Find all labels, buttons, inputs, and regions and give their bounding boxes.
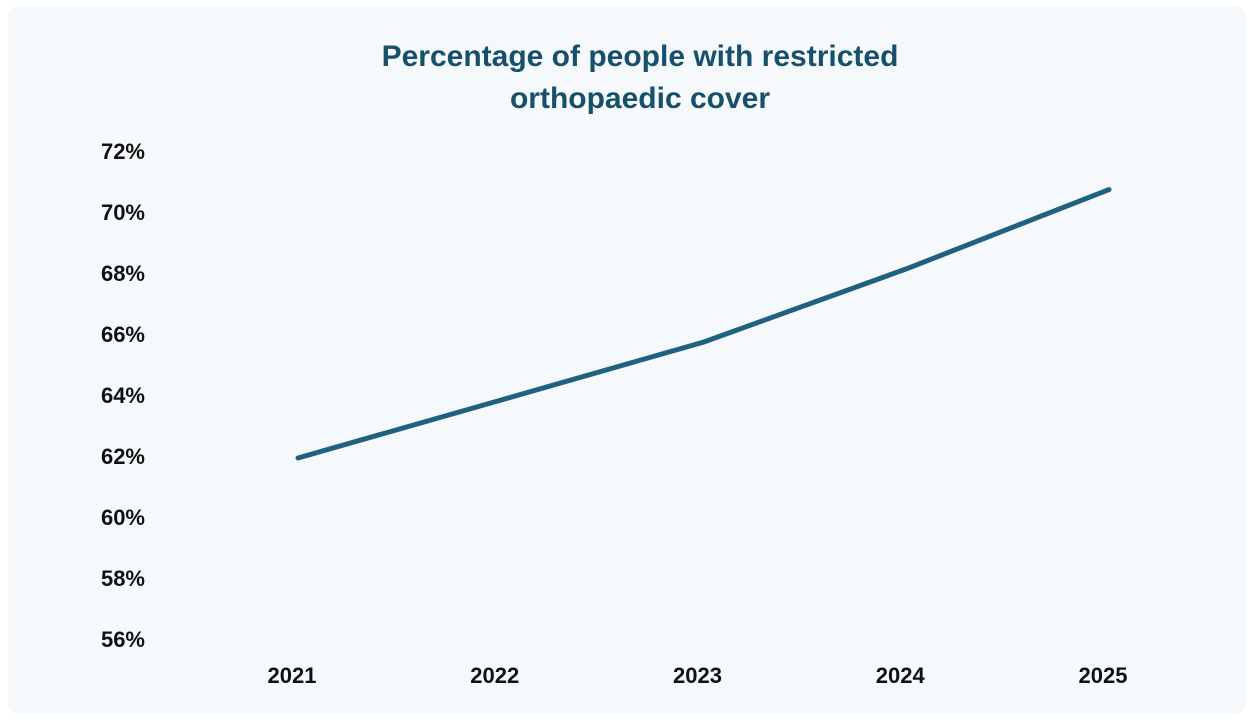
y-tick-label: 58% bbox=[101, 566, 145, 591]
y-tick-label: 56% bbox=[101, 627, 145, 652]
y-tick-label: 62% bbox=[101, 444, 145, 469]
series-layer bbox=[295, 187, 1112, 461]
y-tick-label: 60% bbox=[101, 505, 145, 530]
x-axis: 2021 2022 2023 2024 2025 bbox=[268, 663, 1128, 688]
chart-title-line-2: orthopaedic cover bbox=[509, 82, 771, 115]
x-tick-label: 2022 bbox=[470, 663, 519, 688]
y-axis: 72% 70% 68% 66% 64% 62% 60% 58% 56% bbox=[101, 139, 145, 652]
x-tick-label: 2024 bbox=[876, 663, 926, 688]
y-tick-label: 66% bbox=[101, 322, 145, 347]
x-tick-label: 2025 bbox=[1079, 663, 1128, 688]
chart-title-line-1: Percentage of people with restricted bbox=[381, 40, 899, 73]
x-tick-label: 2021 bbox=[268, 663, 317, 688]
y-tick-label: 68% bbox=[101, 261, 145, 286]
series-line bbox=[295, 187, 1112, 461]
y-tick-label: 72% bbox=[101, 139, 145, 164]
y-tick-label: 70% bbox=[101, 200, 145, 225]
chart-card bbox=[8, 6, 1246, 714]
x-tick-label: 2023 bbox=[673, 663, 722, 688]
y-tick-label: 64% bbox=[101, 383, 145, 408]
chart-title: Percentage of people with restricted ort… bbox=[0, 36, 1254, 120]
